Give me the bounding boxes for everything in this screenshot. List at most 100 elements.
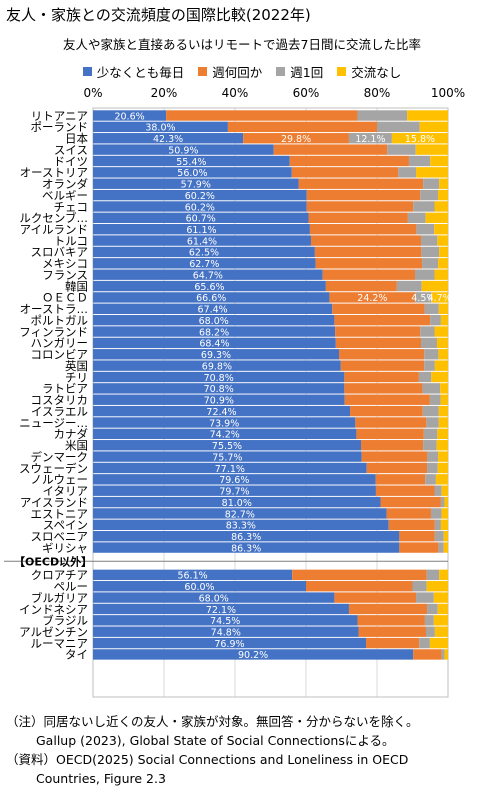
bar-daily [93,349,340,360]
bar-weekly [366,462,428,474]
bar-once [413,201,435,212]
data-label-daily: 76.9% [214,639,244,650]
legend-label-none: 交流なし [351,65,402,80]
bar-none [436,440,448,451]
footnotes: （注）同居ないし近くの友人・家族が対象。無回答・分からないを除く。 Gallup… [6,712,482,788]
bar-none [438,258,448,269]
bar-daily [93,303,333,314]
category-label: メキシコ [42,257,88,271]
bar-weekly [273,144,388,155]
category-label: 米国 [65,439,88,453]
bar-daily [93,133,244,144]
data-label-daily: 70.8% [204,384,234,395]
data-label-daily: 77.1% [215,464,245,475]
x-tick-label: 80% [364,86,391,100]
bar-once [422,405,439,417]
bar-daily [93,224,310,235]
data-label-daily: 65.6% [194,282,224,293]
bar-daily [93,110,167,121]
bar-none [426,581,448,592]
bar-once [416,224,435,235]
bar-daily [93,485,376,496]
bar-daily [93,530,400,542]
legend-swatch-none [337,67,347,76]
bar-once [420,326,435,337]
bar-none [434,201,448,212]
x-tick-label: 0% [83,86,102,100]
bar-none [434,360,448,371]
data-label-once: 12.1% [355,134,385,145]
bar-daily [93,314,335,326]
bar-daily [93,121,228,133]
bar-none [437,428,448,440]
bar-daily [93,269,323,280]
bar-daily [93,496,381,508]
data-label-daily: 75.5% [212,441,242,452]
data-label-daily: 82.7% [225,509,255,520]
bar-none [440,383,448,394]
data-label-daily: 55.4% [176,157,206,168]
bar-none [415,144,448,155]
bar-daily [93,451,362,462]
bar-weekly [350,405,423,417]
bar-weekly [309,224,417,235]
bar-daily [93,155,290,167]
data-label-weekly: 24.2% [357,293,387,304]
bar-once [434,485,442,496]
bar-none [436,337,448,349]
data-label-daily: 73.9% [209,418,239,429]
bar-once [438,542,444,553]
category-label: アルゼンチン [19,625,88,639]
legend-swatch-weekly [198,67,208,76]
section-label: 【OECD以外】 [14,555,92,569]
bar-once [348,133,392,144]
bar-none [440,394,448,405]
bar-once [425,474,436,485]
bar-weekly [325,280,397,292]
bar-once [377,121,420,133]
bar-weekly [344,394,430,405]
bar-weekly [358,626,426,637]
bar-weekly [298,178,424,189]
bar-once [415,292,432,303]
data-label-daily: 61.1% [186,225,216,236]
bar-once [419,637,430,649]
bar-weekly [386,508,431,519]
bar-once [430,314,441,326]
data-label-daily: 50.9% [168,145,198,156]
category-label: トルコ [54,234,88,248]
bar-none [433,592,448,603]
category-label: リトアニア [31,109,88,123]
legend-item-weekly: 週何回か [198,62,262,81]
category-label: カナダ [54,427,89,441]
bar-once [420,189,439,201]
category-label: コスタリカ [31,393,89,407]
bar-daily [93,615,358,626]
category-label: オーストラ… [20,302,88,316]
x-tick-label: 100% [431,86,465,100]
legend-item-none: 交流なし [337,62,401,81]
bar-none [438,349,448,360]
category-label: アイスランド [20,495,88,509]
category-label: 韓国 [65,279,88,293]
data-label-daily: 62.7% [189,259,219,270]
legend-label-weekly: 週何回か [212,65,263,80]
category-label: スロベニア [31,529,89,543]
bar-none [443,530,448,542]
bar-once [398,167,417,178]
data-label-daily: 69.8% [202,361,232,372]
bar-weekly [375,474,426,485]
bar-weekly [335,337,422,349]
bar-daily [93,360,341,371]
bar-none [416,167,448,178]
data-label-daily: 70.9% [204,396,234,407]
bar-daily [93,292,330,303]
category-label: ルーマニア [31,636,89,650]
bar-weekly [308,212,408,224]
data-label-daily: 90.2% [238,650,268,661]
bar-weekly [340,360,425,371]
bar-once [357,110,408,121]
bar-weekly [361,440,424,451]
bar-daily [93,383,345,394]
legend-swatch-daily [82,67,92,76]
